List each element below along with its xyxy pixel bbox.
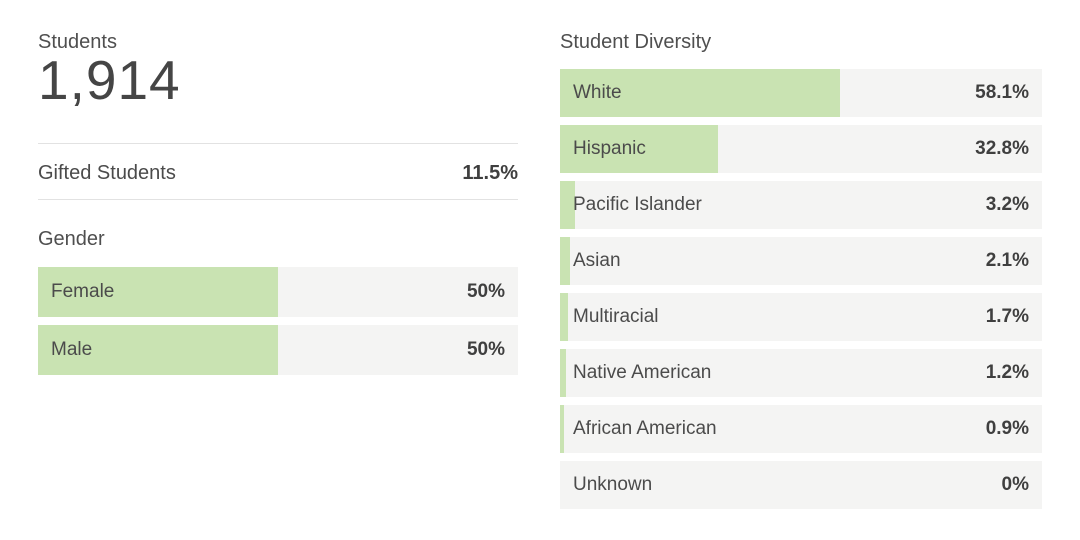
bar-value: 1.2% — [985, 362, 1029, 383]
stat-bar-row: Pacific Islander 3.2% — [560, 181, 1042, 229]
bar-label: Male — [51, 339, 93, 360]
gender-section-title: Gender — [38, 228, 105, 250]
bar-fill — [560, 237, 571, 285]
bar-value: 2.1% — [985, 250, 1029, 271]
bar-fill — [560, 125, 719, 173]
student-summary-panel: Students 1,914 Gifted Students 11.5% Gen… — [38, 0, 518, 540]
bar-fill — [38, 325, 278, 375]
bar-label: Native American — [573, 362, 712, 383]
bar-value: 50% — [466, 339, 505, 360]
stat-bar-row: Asian 2.1% — [560, 237, 1042, 285]
bar-fill — [560, 69, 841, 117]
gifted-students-label: Gifted Students — [38, 161, 176, 184]
stat-bar-row: African American 0.9% — [560, 405, 1042, 453]
students-count: 1,914 — [38, 49, 181, 111]
bar-value: 0% — [1001, 474, 1029, 495]
gifted-students-value: 11.5% — [462, 161, 518, 184]
bar-value: 3.2% — [985, 194, 1029, 215]
bar-fill — [560, 405, 565, 453]
stat-bar-row: Hispanic 32.8% — [560, 125, 1042, 173]
bar-value: 1.7% — [985, 306, 1029, 327]
divider — [38, 143, 518, 144]
bar-fill — [38, 267, 278, 317]
bar-value: 50% — [466, 281, 505, 302]
bar-value: 58.1% — [975, 82, 1029, 103]
bar-label: Unknown — [573, 474, 653, 495]
bar-label: Pacific Islander — [573, 194, 702, 215]
stat-bar-row: Female 50% — [38, 267, 518, 317]
bar-fill — [560, 181, 576, 229]
bar-label: Multiracial — [573, 306, 659, 327]
stat-bar-row: White 58.1% — [560, 69, 1042, 117]
student-diversity-panel: Student Diversity White 58.1% Hispanic 3… — [560, 0, 1042, 540]
gender-bar-chart: Female 50% Male 50% — [38, 267, 518, 375]
bar-label: White — [573, 82, 622, 103]
bar-label: African American — [573, 418, 717, 439]
bar-label: Female — [51, 281, 115, 302]
bar-value: 0.9% — [985, 418, 1029, 439]
gifted-students-row: Gifted Students 11.5% — [38, 159, 518, 187]
diversity-section-title: Student Diversity — [560, 31, 712, 53]
stat-bar-row: Unknown 0% — [560, 461, 1042, 509]
students-label: Students — [38, 31, 117, 53]
stat-bar-row: Male 50% — [38, 325, 518, 375]
bar-fill — [560, 349, 566, 397]
divider — [38, 199, 518, 200]
stat-bar-row: Native American 1.2% — [560, 349, 1042, 397]
bar-label: Asian — [573, 250, 621, 271]
bar-value: 32.8% — [975, 138, 1029, 159]
diversity-bar-chart: White 58.1% Hispanic 32.8% Pacific Islan… — [560, 69, 1042, 509]
stat-bar-row: Multiracial 1.7% — [560, 293, 1042, 341]
bar-label: Hispanic — [573, 138, 646, 159]
bar-fill — [560, 293, 569, 341]
